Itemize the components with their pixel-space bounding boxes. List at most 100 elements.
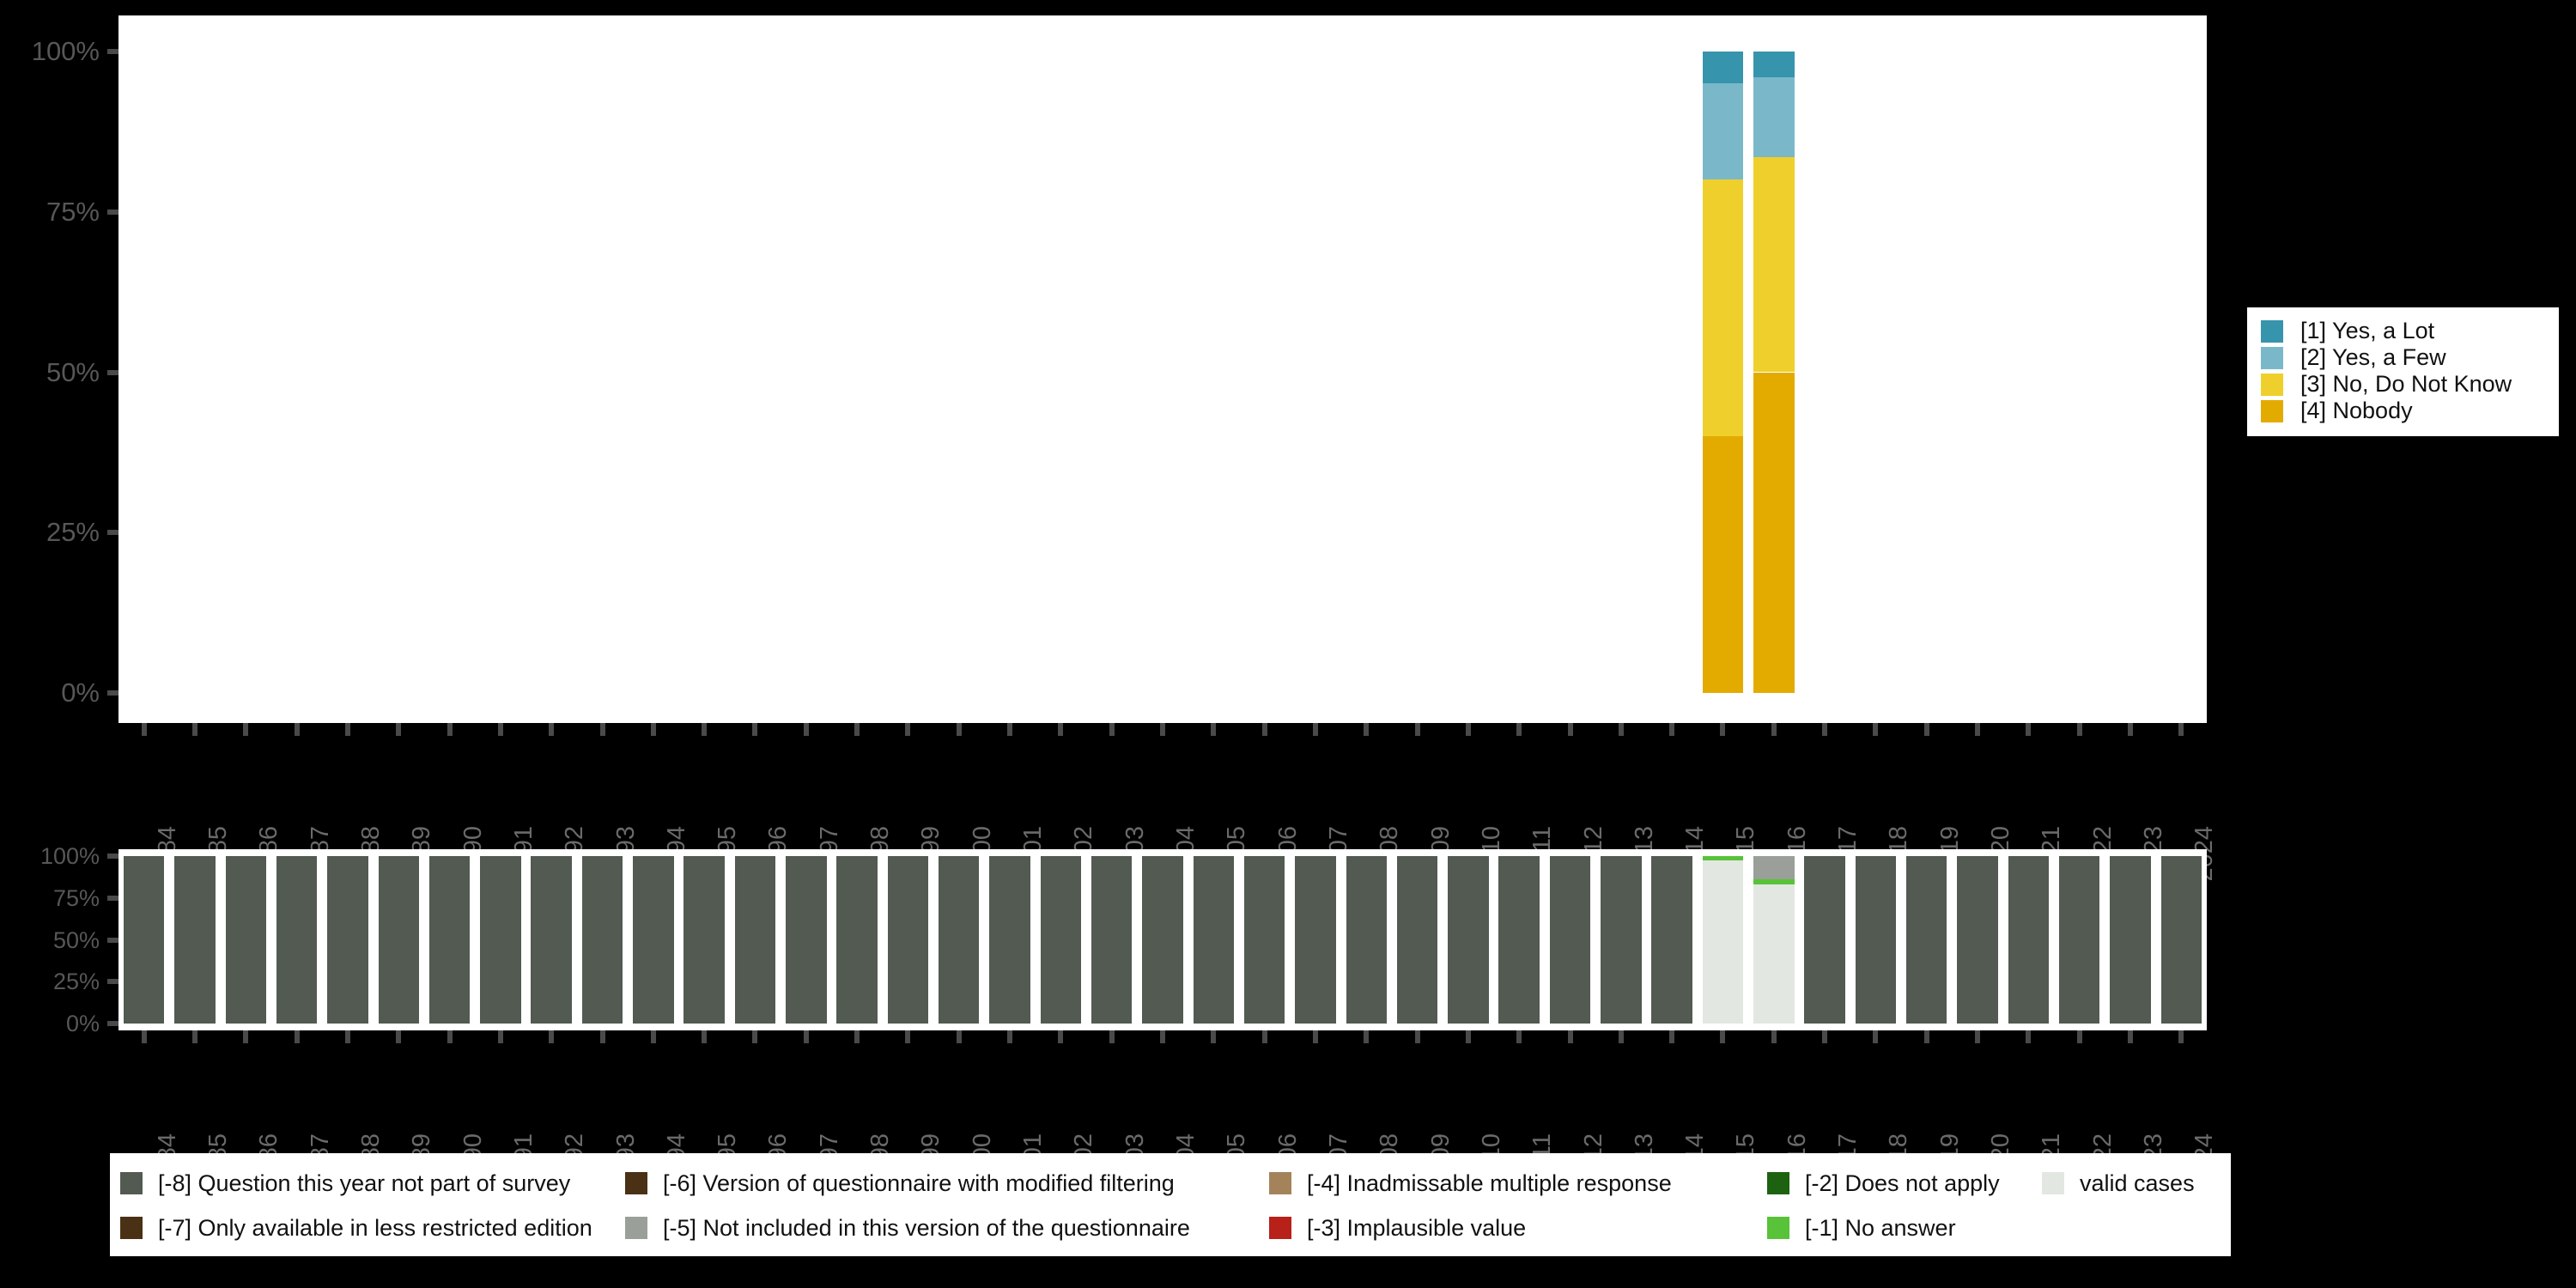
missing-values-bar[interactable] bbox=[1040, 856, 1082, 1024]
missing-values-bar[interactable] bbox=[1549, 856, 1591, 1024]
bar-segment[interactable] bbox=[1702, 179, 1744, 437]
missing-values-segment[interactable] bbox=[276, 856, 318, 1024]
missing-values-legend-item[interactable]: [-2] Does not apply bbox=[1767, 1162, 2000, 1205]
missing-values-bar[interactable] bbox=[1396, 856, 1438, 1024]
missing-values-bar[interactable] bbox=[1346, 856, 1387, 1024]
missing-values-segment[interactable] bbox=[1396, 856, 1438, 1024]
missing-values-segment[interactable] bbox=[1193, 856, 1235, 1024]
missing-values-bar[interactable] bbox=[480, 856, 521, 1024]
missing-values-segment[interactable] bbox=[225, 856, 267, 1024]
missing-values-segment[interactable] bbox=[1957, 856, 1998, 1024]
missing-values-bar[interactable] bbox=[734, 856, 776, 1024]
missing-values-bar[interactable] bbox=[1601, 856, 1642, 1024]
legend-item[interactable]: [2] Yes, a Few bbox=[2261, 344, 2545, 371]
bar-segment[interactable] bbox=[1702, 436, 1744, 693]
missing-values-bar[interactable] bbox=[1651, 856, 1692, 1024]
missing-values-segment[interactable] bbox=[1091, 856, 1133, 1024]
missing-values-bar[interactable] bbox=[531, 856, 572, 1024]
missing-values-bar[interactable] bbox=[123, 856, 165, 1024]
missing-values-bar[interactable] bbox=[2008, 856, 2050, 1024]
missing-values-bar[interactable] bbox=[1142, 856, 1183, 1024]
bar-segment[interactable] bbox=[1753, 52, 1795, 77]
missing-values-segment[interactable] bbox=[1753, 879, 1795, 885]
missing-values-legend-item[interactable]: [-8] Question this year not part of surv… bbox=[120, 1162, 570, 1205]
missing-values-bar[interactable] bbox=[1855, 856, 1897, 1024]
missing-values-segment[interactable] bbox=[1702, 860, 1744, 1024]
missing-values-segment[interactable] bbox=[989, 856, 1030, 1024]
missing-values-segment[interactable] bbox=[174, 856, 216, 1024]
missing-values-segment[interactable] bbox=[1855, 856, 1897, 1024]
bar-segment[interactable] bbox=[1753, 372, 1795, 693]
legend-item[interactable]: [1] Yes, a Lot bbox=[2261, 318, 2545, 344]
missing-values-bar[interactable] bbox=[428, 856, 471, 1024]
missing-values-segment[interactable] bbox=[633, 856, 674, 1024]
bar-segment[interactable] bbox=[1753, 76, 1795, 158]
missing-values-legend-item[interactable]: [-4] Inadmissable multiple response bbox=[1269, 1162, 1672, 1205]
missing-values-segment[interactable] bbox=[786, 856, 827, 1024]
missing-values-bar[interactable] bbox=[1091, 856, 1133, 1024]
missing-values-bar[interactable] bbox=[1753, 856, 1795, 1024]
missing-values-segment[interactable] bbox=[581, 856, 623, 1024]
missing-values-bar[interactable] bbox=[2160, 856, 2202, 1024]
missing-values-bar[interactable] bbox=[989, 856, 1030, 1024]
missing-values-bar[interactable] bbox=[2110, 856, 2151, 1024]
missing-values-bar[interactable] bbox=[378, 856, 419, 1024]
missing-values-segment[interactable] bbox=[1601, 856, 1642, 1024]
missing-values-segment[interactable] bbox=[1906, 856, 1947, 1024]
missing-values-bar[interactable] bbox=[887, 856, 929, 1024]
missing-values-segment[interactable] bbox=[1142, 856, 1183, 1024]
missing-values-bar[interactable] bbox=[633, 856, 674, 1024]
missing-values-segment[interactable] bbox=[2058, 856, 2100, 1024]
missing-values-bar[interactable] bbox=[1906, 856, 1947, 1024]
missing-values-segment[interactable] bbox=[1702, 856, 1744, 861]
missing-values-segment[interactable] bbox=[123, 856, 165, 1024]
missing-values-segment[interactable] bbox=[1295, 856, 1336, 1024]
missing-values-segment[interactable] bbox=[480, 856, 521, 1024]
missing-values-bar[interactable] bbox=[1804, 856, 1845, 1024]
missing-values-legend-item[interactable]: valid cases bbox=[2042, 1162, 2195, 1205]
missing-values-bar[interactable] bbox=[327, 856, 368, 1024]
missing-values-bar[interactable] bbox=[581, 856, 623, 1024]
missing-values-segment[interactable] bbox=[2160, 856, 2202, 1024]
missing-values-bar[interactable] bbox=[1448, 856, 1489, 1024]
stacked-bar[interactable] bbox=[1702, 15, 1744, 723]
missing-values-segment[interactable] bbox=[836, 856, 878, 1024]
missing-values-bar[interactable] bbox=[1702, 856, 1744, 1024]
missing-values-bar[interactable] bbox=[1193, 856, 1235, 1024]
missing-values-segment[interactable] bbox=[1651, 856, 1692, 1024]
missing-values-segment[interactable] bbox=[2008, 856, 2050, 1024]
missing-values-legend-item[interactable]: [-1] No answer bbox=[1767, 1206, 1956, 1249]
bar-segment[interactable] bbox=[1753, 157, 1795, 373]
missing-values-segment[interactable] bbox=[1753, 884, 1795, 1024]
missing-values-segment[interactable] bbox=[734, 856, 776, 1024]
bar-segment[interactable] bbox=[1702, 83, 1744, 180]
missing-values-bar[interactable] bbox=[1295, 856, 1336, 1024]
missing-values-bar[interactable] bbox=[2058, 856, 2100, 1024]
missing-values-bar[interactable] bbox=[836, 856, 878, 1024]
missing-values-segment[interactable] bbox=[531, 856, 572, 1024]
missing-values-bar[interactable] bbox=[683, 856, 725, 1024]
missing-values-legend-item[interactable]: [-6] Version of questionnaire with modif… bbox=[625, 1162, 1175, 1205]
missing-values-segment[interactable] bbox=[1549, 856, 1591, 1024]
missing-values-segment[interactable] bbox=[939, 856, 980, 1024]
missing-values-segment[interactable] bbox=[1243, 856, 1285, 1024]
missing-values-bar[interactable] bbox=[174, 856, 216, 1024]
missing-values-legend-item[interactable]: [-3] Implausible value bbox=[1269, 1206, 1526, 1249]
missing-values-bar[interactable] bbox=[1498, 856, 1540, 1024]
missing-values-segment[interactable] bbox=[1448, 856, 1489, 1024]
bar-segment[interactable] bbox=[1702, 52, 1744, 84]
missing-values-segment[interactable] bbox=[2110, 856, 2151, 1024]
missing-values-legend-item[interactable]: [-7] Only available in less restricted e… bbox=[120, 1206, 592, 1249]
legend-item[interactable]: [4] Nobody bbox=[2261, 398, 2545, 424]
missing-values-legend-item[interactable]: [-5] Not included in this version of the… bbox=[625, 1206, 1190, 1249]
missing-values-segment[interactable] bbox=[1346, 856, 1387, 1024]
missing-values-segment[interactable] bbox=[887, 856, 929, 1024]
missing-values-segment[interactable] bbox=[1498, 856, 1540, 1024]
missing-values-segment[interactable] bbox=[1040, 856, 1082, 1024]
missing-values-segment[interactable] bbox=[683, 856, 725, 1024]
missing-values-bar[interactable] bbox=[276, 856, 318, 1024]
legend-item[interactable]: [3] No, Do Not Know bbox=[2261, 371, 2545, 398]
missing-values-bar[interactable] bbox=[939, 856, 980, 1024]
missing-values-bar[interactable] bbox=[1243, 856, 1285, 1024]
missing-values-segment[interactable] bbox=[378, 856, 419, 1024]
